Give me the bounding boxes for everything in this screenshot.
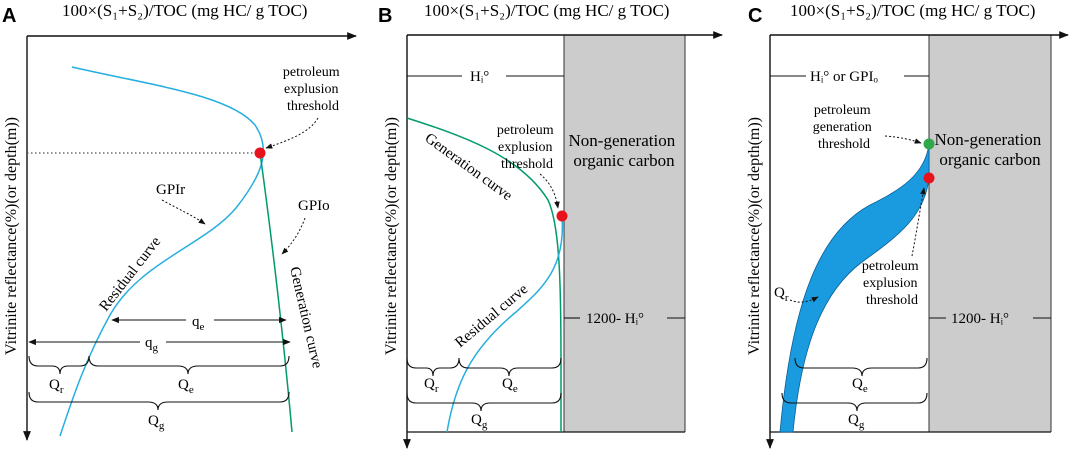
panel-a: A 100×(S₁+S₂)/TOC (mg HC/ g TOC) Vitrini…: [2, 1, 357, 441]
panel-b-threshold-pointer: [539, 173, 560, 209]
panel-b-generation-curve: [406, 117, 562, 433]
panel-c-explusion-threshold-label-1: petroleum: [862, 259, 919, 274]
panel-a-gpio-pointer: [281, 217, 306, 255]
panel-a-qr-label: Qr: [49, 377, 64, 396]
panel-c-non-generation-label-1: Non-generation: [935, 130, 1042, 149]
panel-b-hi-label: Hᵢ°: [470, 69, 489, 85]
panel-a-threshold-label-2: explusion: [284, 82, 338, 97]
panel-c-qe-brace: [794, 357, 928, 377]
panel-c-y-axis-label: Vitrinite reflectance(%)(or depth(m)): [746, 117, 763, 355]
panel-a-gpir-label: GPIr: [156, 182, 185, 198]
panel-c: C 100×(S₁+S₂)/TOC (mg HC/ g TOC) Vitrini…: [746, 1, 1069, 449]
svg-text:Non-generation organic c: Non-generation organic carbon: [569, 131, 680, 170]
panel-c-qg-brace: [781, 392, 928, 412]
panel-a-generation-curve: [259, 152, 293, 433]
panel-c-generation-threshold-label-1: petroleum: [814, 103, 871, 118]
panel-b-residual-curve-label: Residual curve: [452, 281, 531, 351]
svg-text:petroleum explusion: petroleum explusion threshold: [862, 259, 922, 308]
panel-c-explusion-threshold-dot: [923, 172, 935, 184]
panel-c-hi-gpio-label: Hᵢ° or GPIₒ: [810, 69, 878, 85]
panel-c-explusion-threshold-label-3: threshold: [866, 293, 918, 308]
panel-b: B 100×(S₁+S₂)/TOC (mg HC/ g TOC) Vitrini…: [378, 1, 723, 449]
panel-b-threshold-label-2: explusion: [498, 140, 552, 155]
panel-b-residual-curve: [446, 215, 564, 433]
panel-c-letter: C: [748, 5, 762, 27]
panel-b-qr-brace: [406, 357, 460, 377]
panel-b-non-generation-label-1: Non-generation: [569, 131, 676, 150]
panel-a-gpir-pointer: [161, 199, 206, 225]
panel-b-threshold-label-3: threshold: [501, 157, 553, 172]
panel-c-residual-band: [779, 143, 930, 433]
panel-a-qg-label: Qg: [148, 413, 165, 432]
svg-text:petroleum explusion: petroleum explusion threshold: [283, 65, 343, 114]
panel-a-gpio-label: GPIo: [298, 198, 330, 214]
panel-b-qg-brace: [406, 392, 562, 412]
panel-c-non-generation-label-2: organic carbon: [939, 150, 1041, 169]
panel-c-hi-marker-label: 1200- Hᵢ°: [951, 311, 1009, 327]
panel-c-generation-threshold-label-2: generation: [813, 120, 872, 135]
panel-b-qe-label: Qe: [502, 376, 518, 395]
panel-a-qe-label: Qe: [178, 377, 194, 396]
panel-a-residual-curve-label: Residual curve: [97, 234, 165, 315]
svg-text:petroleum explusion: petroleum explusion threshold: [497, 123, 557, 172]
panel-b-qr-label: Qr: [424, 376, 439, 395]
panel-a-threshold-label-1: petroleum: [283, 65, 340, 80]
panel-a-x-axis-label: 100×(S₁+S₂)/TOC (mg HC/ g TOC): [62, 1, 307, 20]
panel-c-generation-threshold-label-3: threshold: [818, 137, 870, 152]
panel-b-hi-marker-label: 1200- Hᵢ°: [586, 311, 644, 327]
panel-a-qg-brace: [28, 391, 290, 411]
panel-c-qr-label: Qr: [774, 285, 789, 304]
panel-a-qr-brace: [28, 355, 90, 375]
panel-c-explusion-threshold-label-2: explusion: [863, 276, 917, 291]
panel-b-non-generation-region: [564, 35, 685, 432]
panel-a-residual-curve: [59, 66, 265, 437]
panel-b-y-axis-label: Vitrinite reflectance(%)(or depth(m)): [383, 117, 400, 355]
panel-b-threshold-label-1: petroleum: [497, 123, 554, 138]
panel-c-qg-label: Qg: [848, 412, 865, 431]
panel-a-generation-curve-label: Generation curve: [286, 265, 325, 370]
panel-c-x-axis-label: 100×(S₁+S₂)/TOC (mg HC/ g TOC): [790, 1, 1035, 20]
panel-c-generation-threshold-pointer: [884, 135, 922, 144]
svg-text:petroleum generation: petroleum generation threshold: [813, 103, 876, 152]
panel-b-explusion-threshold-dot: [556, 210, 568, 222]
panel-c-generation-threshold-dot: [923, 138, 935, 150]
panel-b-letter: B: [378, 5, 392, 27]
panel-a-letter: A: [2, 5, 16, 27]
panel-a-qe-brace: [88, 355, 290, 375]
panel-a-threshold-label-3: threshold: [287, 99, 339, 114]
svg-text:Non-generation organic c: Non-generation organic carbon: [935, 130, 1046, 169]
panel-a-explusion-threshold-dot: [254, 147, 266, 159]
panel-a-y-axis-label: Vitrinite reflectance(%)(or depth(m)): [3, 117, 20, 355]
panel-c-qe-label: Qe: [852, 376, 868, 395]
panel-b-qg-label: Qg: [471, 412, 488, 431]
panel-b-x-axis-label: 100×(S₁+S₂)/TOC (mg HC/ g TOC): [424, 1, 669, 20]
panel-c-non-generation-region: [929, 35, 1051, 432]
panel-b-qe-brace: [458, 357, 562, 377]
panel-a-threshold-pointer: [265, 117, 319, 149]
panel-b-non-generation-label-2: organic carbon: [573, 151, 675, 170]
